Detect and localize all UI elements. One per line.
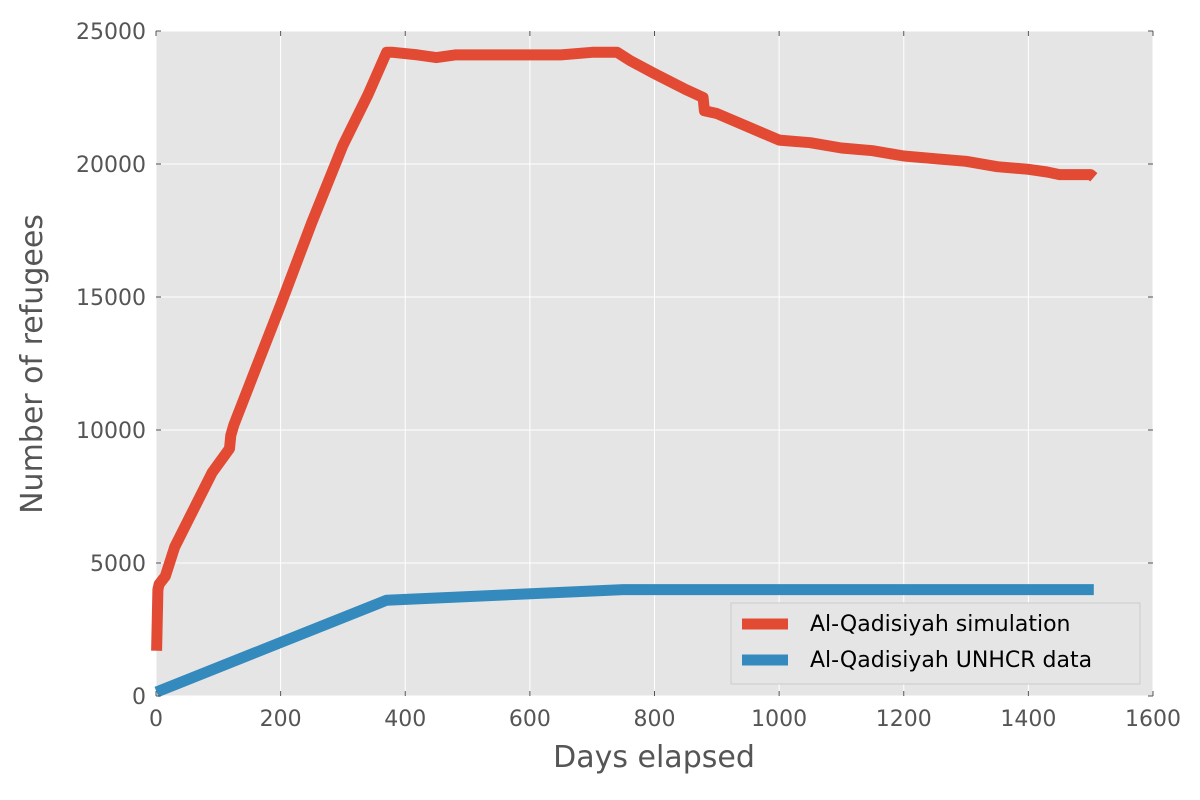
legend-label-unhcr-data: Al-Qadisiyah UNHCR data	[810, 648, 1092, 673]
y-tick-label: 25000	[76, 20, 146, 45]
y-tick-label: 0	[132, 685, 146, 710]
y-tick-label: 15000	[76, 286, 146, 311]
series-layer	[151, 46, 1098, 698]
y-tick-label: 20000	[76, 153, 146, 178]
x-tick-label: 200	[260, 707, 302, 732]
x-tick-label: 800	[634, 707, 676, 732]
x-tick-label: 1600	[1125, 707, 1181, 732]
x-axis-label: Days elapsed	[553, 740, 755, 775]
x-tick-label: 0	[149, 707, 163, 732]
x-tick-label: 400	[384, 707, 426, 732]
tick-marks	[155, 30, 1154, 697]
y-tick-label: 5000	[90, 552, 146, 577]
x-tick-label: 1200	[876, 707, 932, 732]
legend: Al-Qadisiyah simulation Al-Qadisiyah UNH…	[730, 602, 1141, 685]
series-line-simulation	[151, 46, 1098, 651]
series-line-unhcr-data	[154, 584, 1094, 698]
legend-box	[730, 602, 1141, 685]
x-tick-label: 1400	[1000, 707, 1056, 732]
x-tick-label: 600	[509, 707, 551, 732]
legend-label-simulation: Al-Qadisiyah simulation	[810, 612, 1070, 637]
tick-labels: 0 200 400 600 800 1000 1200 1400 1600 0 5000 10000 1…	[76, 20, 1181, 732]
y-tick-label: 10000	[76, 419, 146, 444]
y-axis-label: Number of refugees	[15, 214, 50, 514]
x-tick-label: 1000	[751, 707, 807, 732]
